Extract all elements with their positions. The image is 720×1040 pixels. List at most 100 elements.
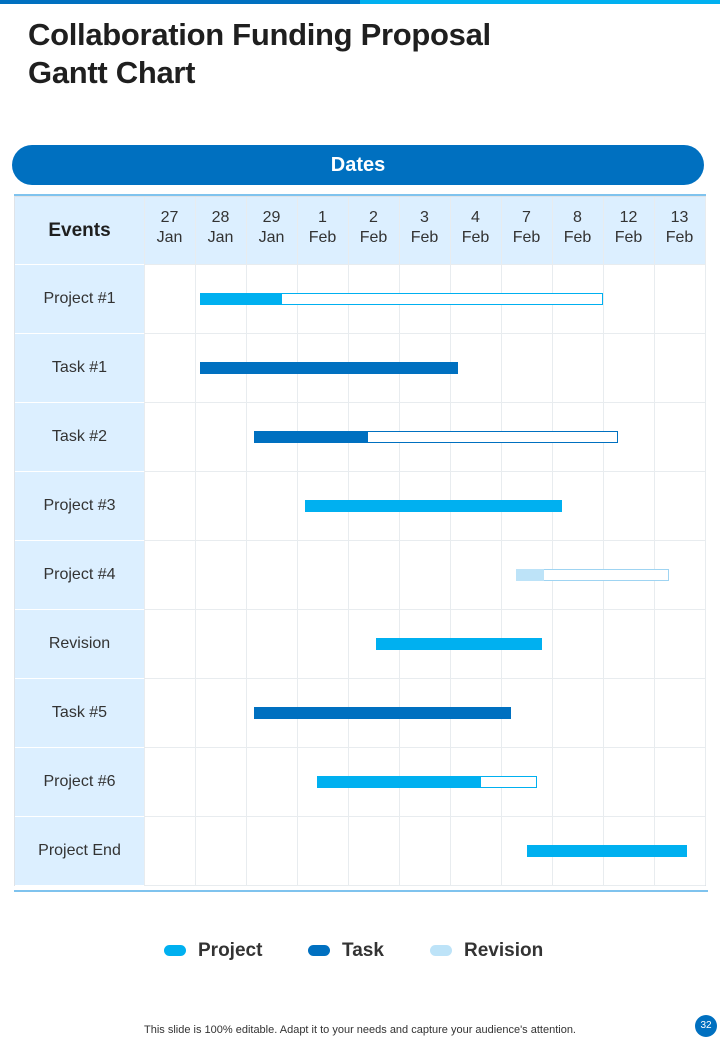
bar-project-3 (304, 500, 563, 512)
grid-vline (705, 197, 706, 885)
date-header-2-feb: 2 Feb (348, 208, 399, 248)
grid-vline (450, 197, 451, 885)
legend-swatch-project (164, 945, 186, 956)
date-month: Feb (461, 229, 490, 246)
legend-swatch-revision (430, 945, 452, 956)
row-label-task-2: Task #2 (51, 428, 108, 445)
row-label-task-5: Task #5 (51, 704, 108, 721)
label-separator (15, 609, 144, 610)
date-header-3-feb: 3 Feb (399, 208, 450, 248)
bar-project-end (526, 845, 688, 857)
date-day: 28 (211, 209, 230, 226)
date-day: 3 (420, 209, 429, 226)
label-separator (15, 816, 144, 817)
date-header-28-jan: 28 Jan (195, 208, 246, 248)
gantt-bottom-line (14, 890, 708, 892)
grid-hline (15, 540, 705, 541)
grid-vline (297, 197, 298, 885)
row-label-project-end: Project End (38, 842, 121, 859)
grid-vline (399, 197, 400, 885)
footer-note: This slide is 100% editable. Adapt it to… (144, 1024, 576, 1036)
date-header-27-jan: 27 Jan (144, 208, 195, 248)
row-label-project-4: Project #4 (43, 566, 116, 583)
bar-task-1 (200, 362, 458, 374)
date-day: 29 (262, 209, 281, 226)
row-label-revision: Revision (48, 635, 111, 652)
grid-hline (15, 885, 705, 886)
date-header-8-feb: 8 Feb (552, 208, 603, 248)
grid-hline (15, 816, 705, 817)
date-header-1-feb: 1 Feb (297, 208, 348, 248)
date-month: Feb (563, 229, 592, 246)
grid-hline (15, 264, 705, 265)
dates-header: Dates (12, 145, 704, 185)
page-title-line-2: Gantt Chart (28, 55, 196, 90)
grid-hline (15, 678, 705, 679)
gantt-chart: Events 27 Jan 28 Jan 29 Jan 1 Feb 2 Feb 3 Feb 4 Feb 7 F… (14, 194, 708, 892)
legend-label-project: Project (198, 940, 263, 961)
row-label-project-6: Project #6 (43, 773, 116, 790)
date-day: 27 (160, 209, 179, 226)
date-header-background (144, 197, 705, 264)
date-month: Feb (614, 229, 643, 246)
row-label-task-1: Task #1 (51, 359, 108, 376)
events-column-background (15, 197, 144, 885)
top-accent-bar-light (360, 0, 720, 4)
row-label-project-1: Project #1 (43, 290, 116, 307)
bar-project-1 (200, 293, 282, 305)
date-month: Feb (308, 229, 337, 246)
label-separator (15, 333, 144, 334)
date-header-29-jan: 29 Jan (246, 208, 297, 248)
bar-revision (376, 638, 542, 650)
date-header-12-feb: 12 Feb (603, 208, 654, 248)
date-month: Jan (156, 229, 183, 246)
label-separator (15, 540, 144, 541)
date-day: 1 (318, 209, 327, 226)
legend-label-revision: Revision (464, 940, 544, 961)
date-month: Jan (207, 229, 234, 246)
date-day: 8 (573, 209, 582, 226)
date-month: Feb (410, 229, 439, 246)
label-separator (15, 402, 144, 403)
grid-hline (15, 609, 705, 610)
label-separator (15, 471, 144, 472)
grid-vline (246, 197, 247, 885)
legend-swatch-task (308, 945, 330, 956)
date-month: Feb (665, 229, 694, 246)
label-separator (15, 264, 144, 265)
date-day: 12 (619, 209, 638, 226)
label-separator (15, 747, 144, 748)
date-day: 13 (670, 209, 689, 226)
bar-project-6 (317, 776, 481, 788)
grid-hline (15, 402, 705, 403)
grid-hline (15, 747, 705, 748)
date-header-7-feb: 7 Feb (501, 208, 552, 248)
date-day: 7 (522, 209, 531, 226)
grid-vline (144, 197, 145, 885)
date-month: Feb (359, 229, 388, 246)
row-label-project-3: Project #3 (43, 497, 116, 514)
bar-task-5 (253, 707, 512, 719)
grid-vline (501, 197, 502, 885)
page-title: Collaboration Funding Proposal Gantt Cha… (28, 16, 648, 92)
date-day: 4 (471, 209, 480, 226)
bar-task-2 (253, 431, 369, 443)
grid-vline (654, 197, 655, 885)
events-header: Events (48, 220, 111, 241)
page-title-line-1: Collaboration Funding Proposal (28, 17, 491, 52)
legend-label-task: Task (342, 940, 384, 961)
label-separator (15, 885, 144, 886)
label-separator (15, 678, 144, 679)
page-number: 32 (695, 1015, 717, 1037)
top-accent-bar-dark (0, 0, 360, 4)
grid-vline (348, 197, 349, 885)
grid-vline (603, 197, 604, 885)
date-header-13-feb: 13 Feb (654, 208, 705, 248)
date-month: Jan (258, 229, 285, 246)
gantt-top-line (14, 194, 706, 196)
date-day: 2 (369, 209, 378, 226)
date-header-4-feb: 4 Feb (450, 208, 501, 248)
bar-project-4 (516, 569, 545, 581)
grid-hline (15, 471, 705, 472)
grid-vline (552, 197, 553, 885)
